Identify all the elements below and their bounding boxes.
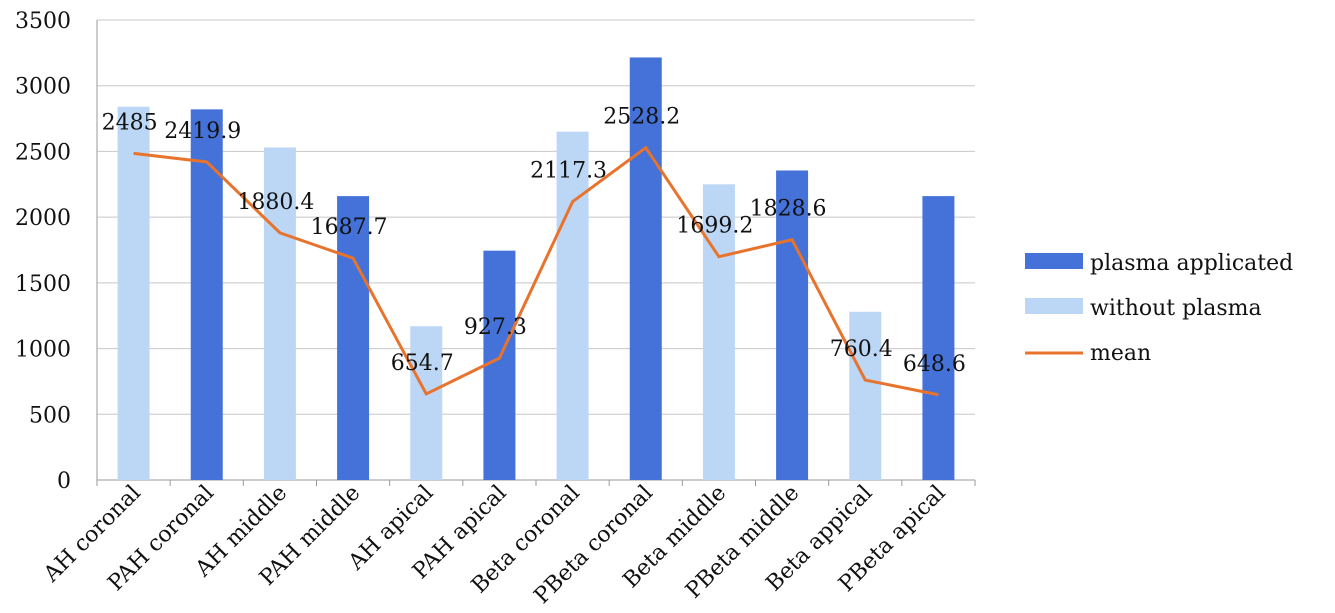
mean-data-label: 760.4 bbox=[830, 337, 893, 362]
y-tick-label: 0 bbox=[57, 469, 71, 494]
legend-swatch-without-plasma bbox=[1025, 298, 1083, 314]
y-tick-label: 2000 bbox=[15, 206, 71, 231]
y-tick-label: 2500 bbox=[15, 140, 71, 165]
y-tick-label: 1500 bbox=[15, 272, 71, 297]
mean-data-label: 2419.9 bbox=[164, 119, 241, 144]
bar-without-plasma bbox=[117, 106, 150, 480]
y-tick-label: 1000 bbox=[15, 338, 71, 363]
mean-data-label: 1687.7 bbox=[311, 215, 388, 240]
bar-without-plasma bbox=[410, 326, 443, 480]
bar-without-plasma bbox=[849, 311, 882, 480]
bar-plasma-applicated bbox=[629, 57, 662, 480]
mean-data-label: 1828.6 bbox=[750, 197, 827, 222]
bar-without-plasma bbox=[702, 184, 735, 481]
y-tick-label: 3500 bbox=[15, 9, 71, 34]
legend: plasma applicated without plasma mean bbox=[1025, 251, 1293, 366]
mean-data-label: 648.6 bbox=[903, 352, 966, 377]
bar-without-plasma bbox=[263, 147, 296, 480]
mean-data-label: 654.7 bbox=[391, 351, 454, 376]
bar-without-plasma bbox=[556, 131, 589, 480]
mean-data-label: 2528.2 bbox=[603, 105, 680, 130]
bar-plasma-applicated bbox=[922, 196, 955, 480]
legend-swatch-plasma-applicated bbox=[1025, 253, 1083, 269]
bar-plasma-applicated bbox=[190, 109, 223, 480]
mean-series-line bbox=[133, 145, 939, 397]
gridlines bbox=[96, 19, 976, 486]
mean-data-label: 1880.4 bbox=[237, 190, 314, 215]
y-axis-tick-labels: 0 500 1000 1500 2000 2500 3000 3500 bbox=[15, 9, 71, 494]
legend-label-plasma-applicated: plasma applicated bbox=[1090, 251, 1293, 276]
bar-plasma-applicated bbox=[483, 250, 516, 480]
y-tick-label: 3000 bbox=[15, 75, 71, 100]
mean-data-label: 2485 bbox=[102, 110, 158, 135]
mean-line bbox=[133, 145, 939, 397]
mean-data-label: 2117.3 bbox=[530, 159, 607, 184]
bar-plasma-applicated bbox=[337, 196, 370, 480]
mean-data-label: 927.3 bbox=[464, 315, 527, 340]
legend-label-mean: mean bbox=[1090, 341, 1151, 366]
bar-plasma-applicated bbox=[776, 170, 809, 480]
bars bbox=[117, 57, 955, 481]
y-tick-label: 500 bbox=[29, 403, 71, 428]
mean-data-label: 1699.2 bbox=[676, 214, 753, 239]
legend-label-without-plasma: without plasma bbox=[1090, 296, 1262, 321]
